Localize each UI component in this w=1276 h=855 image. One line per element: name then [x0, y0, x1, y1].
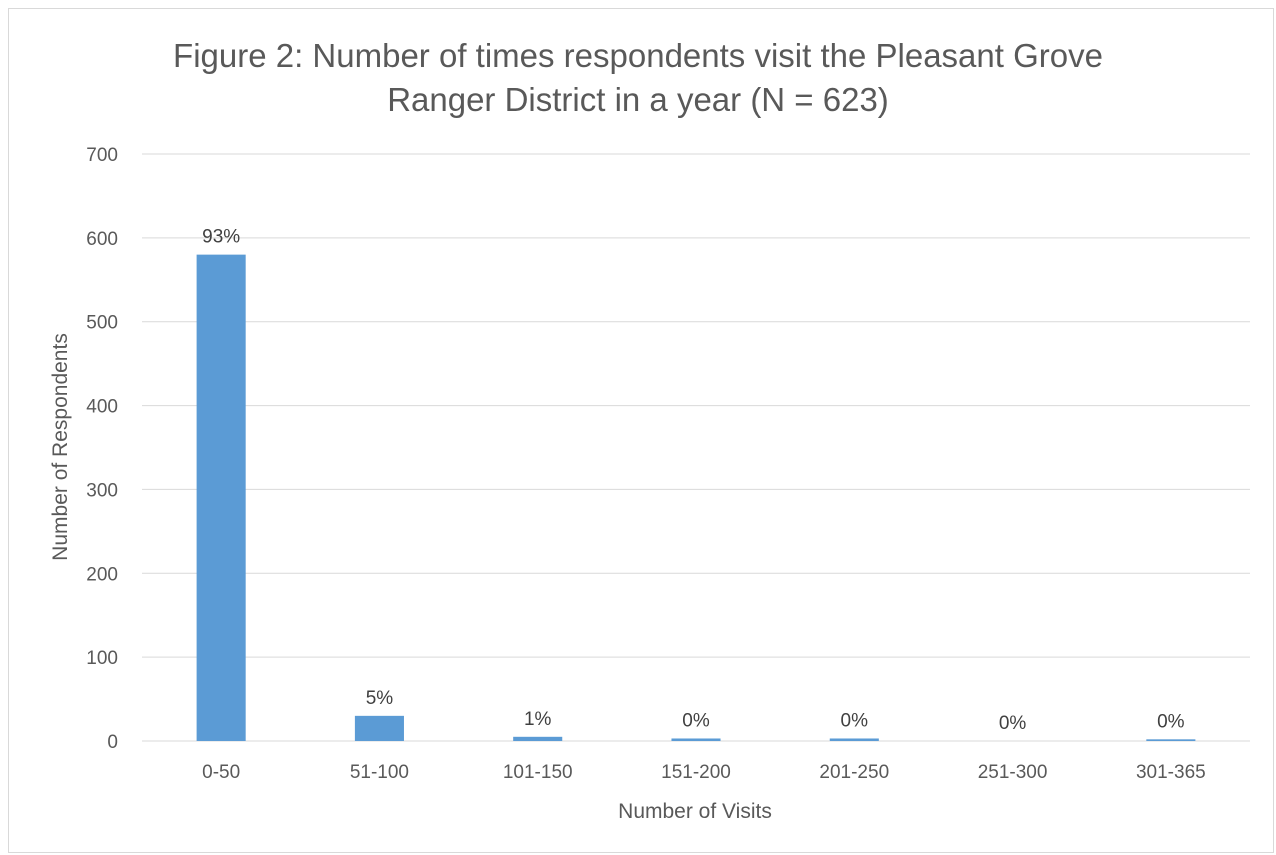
x-tick-label: 101-150 — [503, 762, 573, 783]
x-axis-ticks: 0-50 51-100 101-150 151-200 201-250 251-300 30… — [202, 762, 1206, 783]
data-label: 0% — [1157, 711, 1185, 732]
x-axis-title: Number of Visits — [618, 800, 772, 823]
bar-201-250 — [829, 738, 879, 741]
x-tick-label: 51-100 — [350, 762, 409, 783]
bar-301-365 — [1146, 739, 1196, 741]
y-tick-label: 0 — [107, 732, 118, 753]
data-label: 93% — [202, 227, 240, 248]
chart-title-line-2: Ranger District in a year (N = 623) — [387, 81, 889, 118]
y-tick-label: 300 — [86, 480, 118, 501]
x-tick-label: 251-300 — [978, 762, 1048, 783]
y-tick-label: 200 — [86, 564, 118, 585]
y-tick-label: 500 — [86, 313, 118, 334]
y-tick-label: 700 — [86, 145, 118, 166]
chart-title: Figure 2: Number of times respondents vi… — [0, 34, 1276, 122]
x-tick-label: 201-250 — [819, 762, 889, 783]
data-label: 0% — [841, 710, 869, 731]
chart-title-line-1: Figure 2: Number of times respondents vi… — [173, 37, 1103, 74]
x-tick-label: 0-50 — [202, 762, 240, 783]
y-axis-title: Number of Respondents — [49, 333, 72, 561]
data-label: 5% — [366, 688, 394, 709]
y-axis-ticks: 0 100 200 300 400 500 600 700 — [86, 145, 118, 753]
data-labels: 93% 5% 1% 0% 0% 0% 0% — [202, 227, 1185, 734]
bar-151-200 — [671, 738, 721, 741]
data-label: 0% — [682, 710, 710, 731]
bar-51-100 — [354, 715, 404, 741]
bars — [196, 254, 1196, 741]
data-label: 0% — [999, 713, 1027, 734]
x-tick-label: 301-365 — [1136, 762, 1206, 783]
x-tick-label: 151-200 — [661, 762, 731, 783]
data-label: 1% — [524, 709, 552, 730]
y-tick-label: 400 — [86, 397, 118, 418]
y-tick-label: 600 — [86, 229, 118, 250]
y-tick-label: 100 — [86, 648, 118, 669]
bar-0-50 — [196, 254, 246, 741]
gridlines — [142, 153, 1250, 742]
bar-101-150 — [513, 736, 563, 741]
